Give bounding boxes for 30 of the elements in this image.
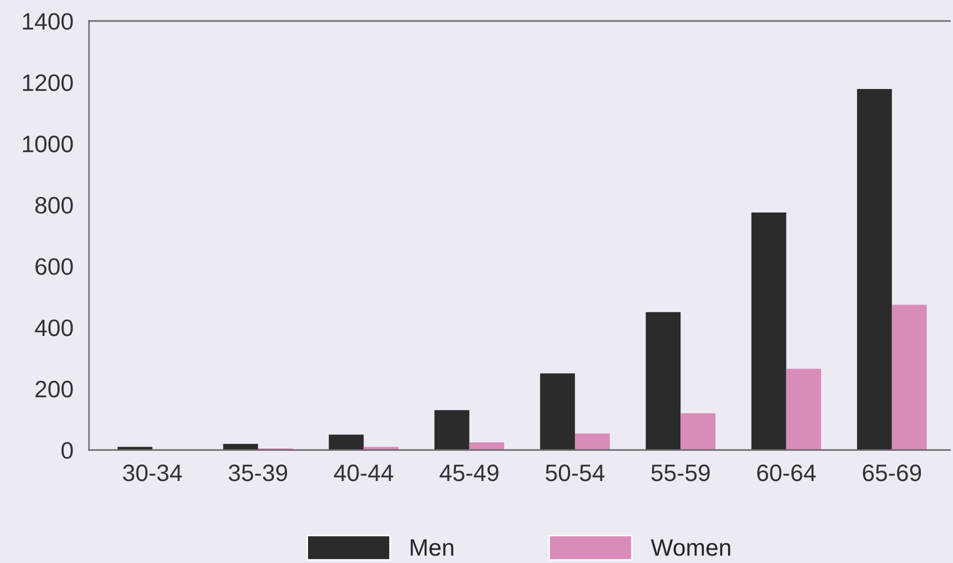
bar bbox=[751, 212, 786, 450]
x-tick-label: 55-59 bbox=[651, 464, 710, 482]
legend-label: Women bbox=[650, 539, 730, 556]
bar bbox=[892, 304, 927, 450]
bar bbox=[223, 444, 258, 450]
x-tick-label: 45-49 bbox=[440, 464, 498, 482]
x-tick-label: 60-64 bbox=[757, 464, 816, 482]
bar bbox=[328, 434, 364, 450]
y-tick-label: 0 bbox=[62, 442, 73, 459]
bar bbox=[574, 433, 610, 450]
bar bbox=[646, 312, 681, 450]
legend-label: Men bbox=[410, 539, 454, 556]
x-tick-label: 50-54 bbox=[546, 464, 604, 482]
y-tick-label: 1400 bbox=[23, 13, 73, 30]
y-tick-label: 200 bbox=[36, 380, 73, 398]
bar bbox=[434, 410, 470, 450]
x-tick-label: 30-34 bbox=[123, 464, 182, 482]
bar bbox=[540, 373, 575, 450]
y-tick-label: 400 bbox=[34, 319, 73, 336]
x-tick-label: 35-39 bbox=[228, 464, 288, 482]
y-tick-label: 1000 bbox=[23, 136, 73, 152]
bar bbox=[469, 442, 504, 450]
y-tick-label: 1200 bbox=[23, 74, 73, 92]
bar bbox=[680, 413, 716, 450]
x-tick-label: 40-44 bbox=[334, 464, 394, 482]
bar bbox=[857, 89, 892, 450]
y-tick-label: 600 bbox=[36, 258, 73, 275]
bar bbox=[786, 368, 822, 450]
x-tick-label: 65-69 bbox=[862, 464, 921, 482]
y-tick-label: 800 bbox=[35, 196, 73, 214]
